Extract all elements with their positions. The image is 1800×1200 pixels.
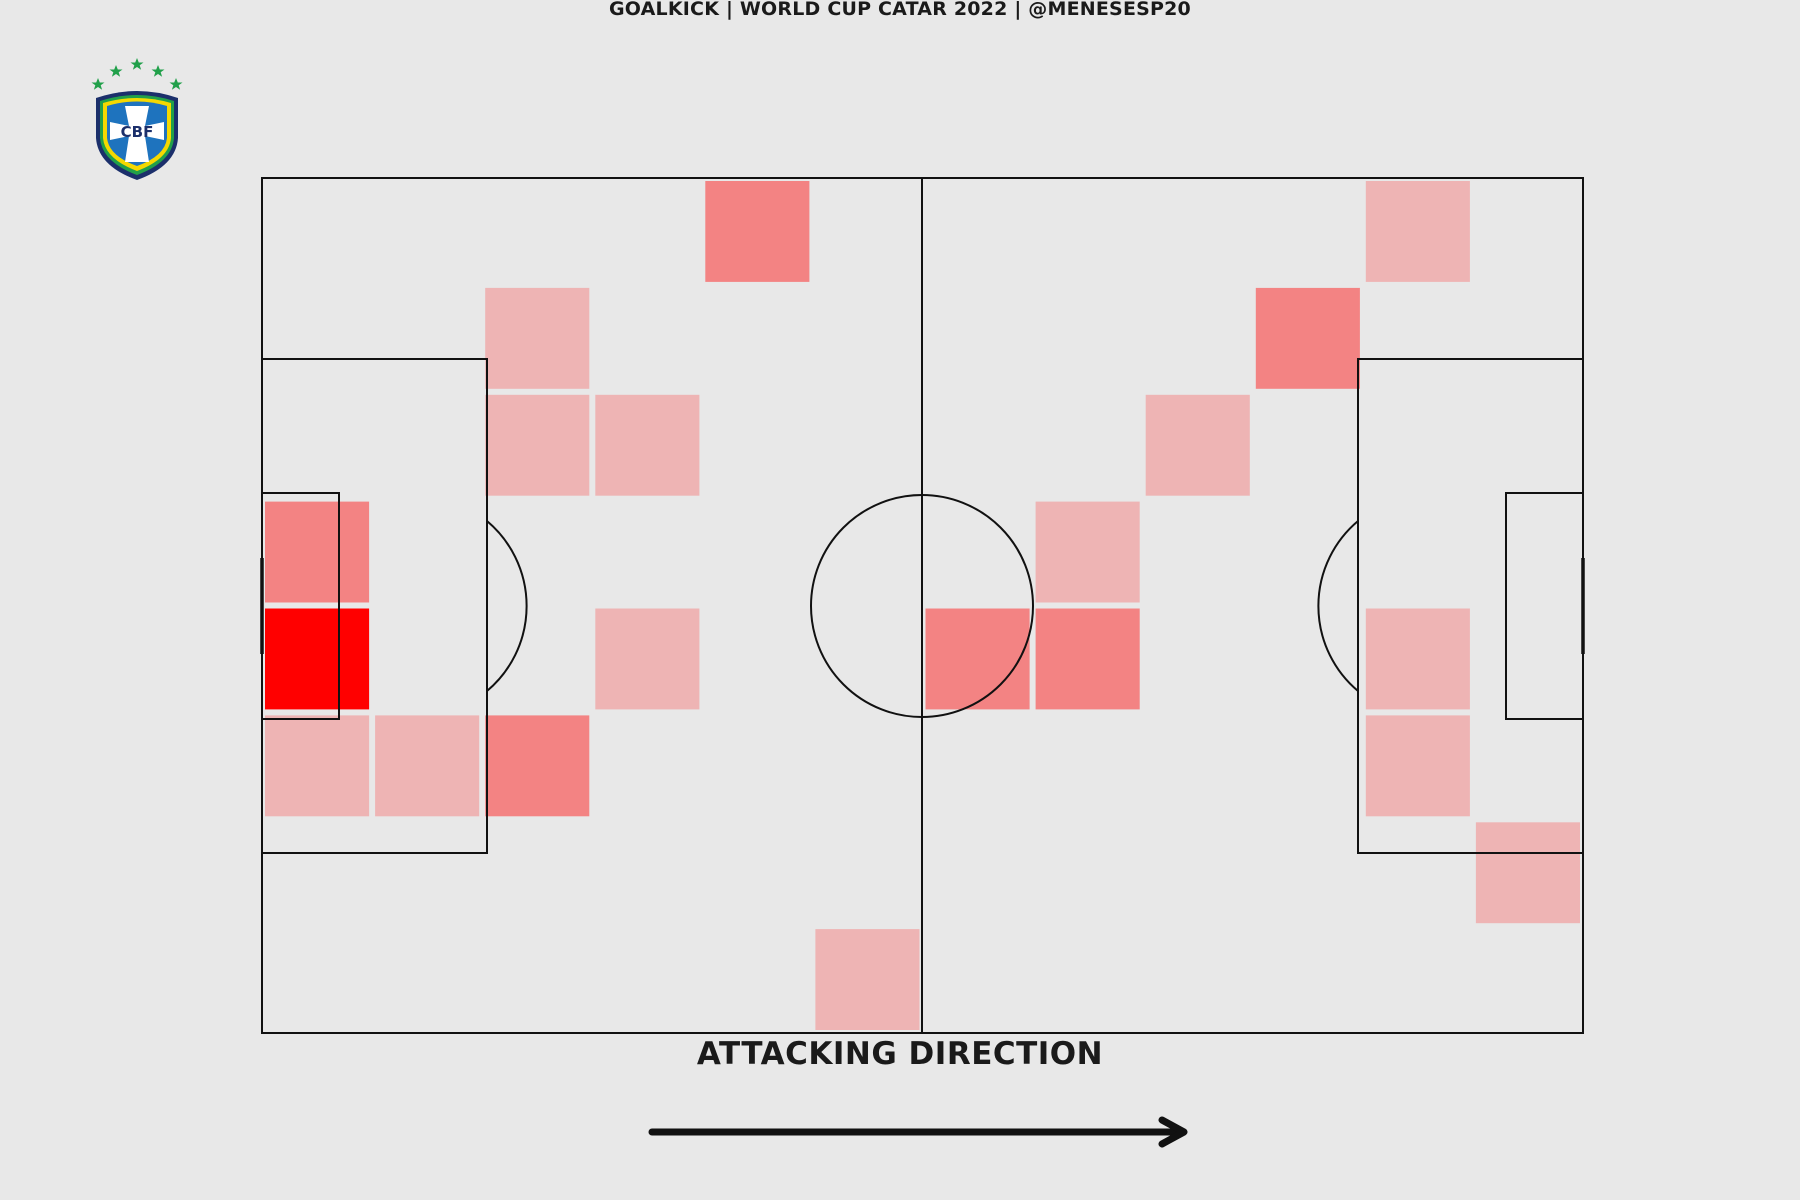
heatmap-cell xyxy=(265,501,370,603)
heatmap-cell xyxy=(265,608,370,710)
pitch-lines xyxy=(260,177,1585,1034)
heatmap-cell xyxy=(1365,608,1470,710)
star-icon xyxy=(130,58,144,70)
heatmap-cell xyxy=(925,608,1030,710)
left-penalty-arc xyxy=(486,520,528,692)
right-penalty-arc xyxy=(1317,520,1359,692)
star-icon xyxy=(169,78,183,90)
heatmap-cell xyxy=(1365,715,1470,817)
heatmap-cell xyxy=(485,715,590,817)
heatmap-cell xyxy=(1365,181,1470,282)
star-icon xyxy=(109,65,123,77)
heatmap-cell xyxy=(1035,501,1140,603)
heatmap-cell xyxy=(1475,822,1580,924)
star-icon xyxy=(151,65,165,77)
star-icon xyxy=(91,78,105,90)
heatmap-cell xyxy=(1145,394,1250,496)
heatmap-cell xyxy=(265,715,370,817)
chart-title: GOALKICK | WORLD CUP CATAR 2022 | @MENES… xyxy=(609,0,1191,20)
heatmap-cell xyxy=(485,287,590,389)
heatmap-cell xyxy=(485,394,590,496)
heatmap-cell xyxy=(375,715,480,817)
heatmap-cell xyxy=(705,181,810,282)
cross-shape xyxy=(110,106,164,162)
attacking-direction-arrow-icon xyxy=(648,1116,1188,1148)
heatmap-cell xyxy=(595,608,700,710)
attacking-direction-label: ATTACKING DIRECTION xyxy=(696,1036,1104,1072)
centre-circle xyxy=(810,494,1034,718)
cbf-logo-text: CBF xyxy=(121,123,154,141)
star-icons xyxy=(91,58,183,90)
right-six-yard-box xyxy=(1505,492,1584,720)
heatmap-cell xyxy=(1035,608,1140,710)
cbf-crest-logo: CBF xyxy=(91,58,183,180)
heatmap-cell xyxy=(815,929,920,1030)
heatmap-cells xyxy=(265,181,1580,1030)
heatmap-cell xyxy=(1255,287,1360,389)
heatmap-cell xyxy=(595,394,700,496)
